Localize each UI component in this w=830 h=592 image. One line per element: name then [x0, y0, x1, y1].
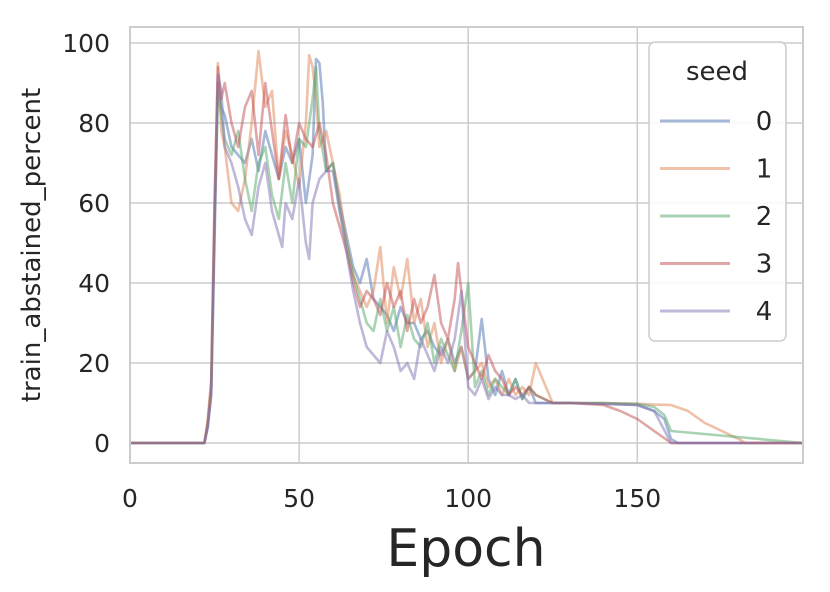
y-tick-label: 40 — [78, 269, 110, 298]
y-tick-label: 80 — [78, 109, 110, 138]
series-line-4 — [130, 73, 803, 445]
series-layer — [130, 49, 804, 445]
y-tick-label: 100 — [62, 29, 110, 58]
x-axis-title: Epoch — [386, 519, 545, 579]
y-tick-label: 60 — [78, 189, 110, 218]
y-axis-title: train_abstained_percent — [17, 88, 47, 402]
x-tick-label: 100 — [444, 484, 492, 513]
x-tick-label: 0 — [122, 484, 138, 513]
series-line-0 — [130, 57, 803, 445]
legend-label-1: 1 — [756, 155, 773, 185]
legend-title: seed — [686, 57, 748, 87]
plot-frame — [129, 26, 804, 464]
legend-frame — [648, 41, 787, 342]
x-tick-label: 150 — [613, 484, 661, 513]
legend: seed 0 1 2 3 4 — [648, 41, 787, 342]
legend-label-4: 4 — [756, 297, 773, 327]
y-tick-label: 0 — [94, 429, 110, 458]
legend-items: 0 1 2 3 4 — [660, 107, 772, 327]
legend-label-3: 3 — [756, 250, 773, 280]
x-tick-label: 50 — [283, 484, 315, 513]
y-tick-label: 20 — [78, 349, 110, 378]
series-line-3 — [130, 65, 803, 445]
legend-label-2: 2 — [756, 202, 773, 232]
y-tick-labels: 0 20 40 60 80 100 — [62, 29, 110, 458]
x-tick-labels: 0 50 100 150 — [122, 484, 661, 513]
legend-label-0: 0 — [756, 107, 773, 137]
